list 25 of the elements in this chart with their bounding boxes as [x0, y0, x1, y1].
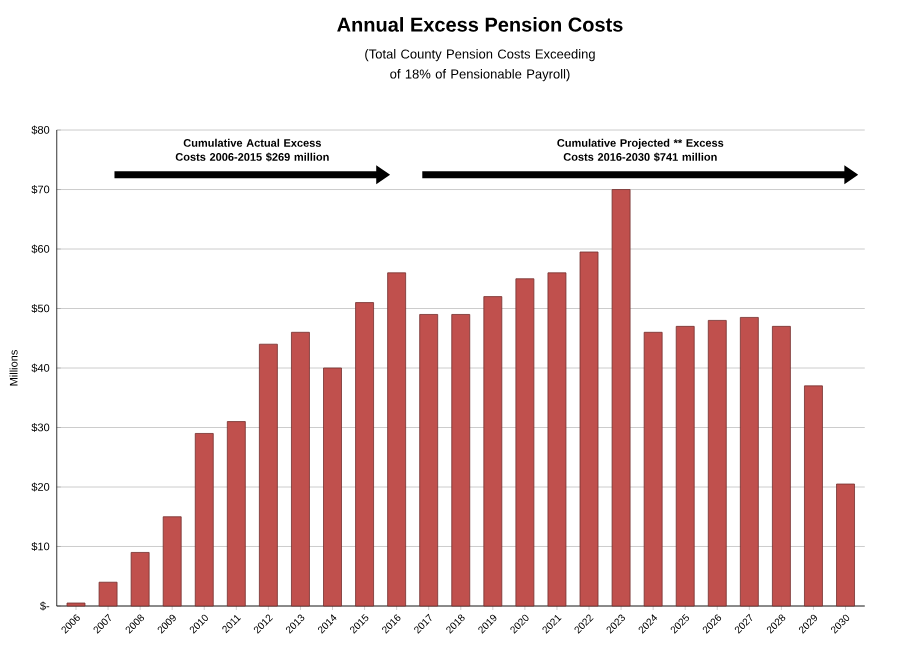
bar: [387, 272, 407, 607]
bar: [836, 483, 855, 607]
bar: [675, 325, 695, 607]
bar: [130, 552, 150, 607]
bar: [804, 385, 823, 607]
bar: [323, 367, 342, 607]
bar: [291, 331, 310, 607]
bar: [355, 302, 374, 607]
bar: [772, 325, 791, 607]
bar: [739, 317, 759, 607]
bar: [643, 331, 663, 607]
bar: [98, 581, 118, 607]
bar: [162, 516, 182, 607]
bar: [707, 320, 727, 607]
bar: [547, 272, 567, 607]
bar: [579, 251, 599, 607]
bar: [226, 421, 246, 607]
bar: [258, 343, 278, 607]
bar: [515, 278, 535, 607]
chart-title: Annual Excess Pension Costs: [337, 17, 623, 32]
bar: [194, 433, 214, 607]
bar: [419, 314, 439, 607]
bar: [451, 314, 471, 607]
bar: [611, 189, 631, 607]
bar: [483, 296, 503, 607]
